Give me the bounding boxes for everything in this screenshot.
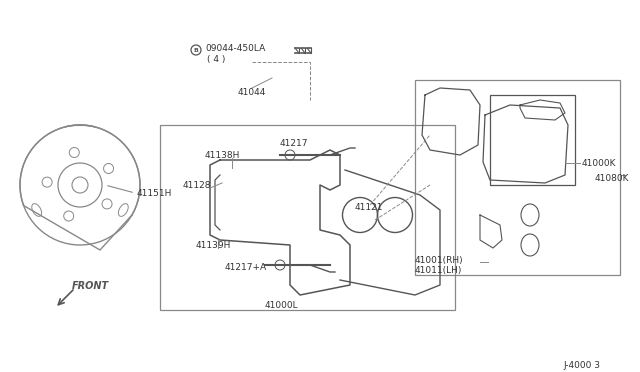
- Text: 41139H: 41139H: [196, 241, 232, 250]
- Bar: [490, 95, 575, 185]
- Text: B: B: [193, 48, 198, 52]
- Text: 41044: 41044: [238, 87, 266, 96]
- Text: 41121: 41121: [355, 202, 383, 212]
- Text: 41217: 41217: [280, 138, 308, 148]
- Text: 41000L: 41000L: [265, 301, 299, 310]
- Text: 41151H: 41151H: [137, 189, 172, 198]
- Text: 09044-450LA: 09044-450LA: [205, 44, 265, 52]
- Text: 41001(RH): 41001(RH): [415, 256, 463, 264]
- Text: 41080K: 41080K: [595, 173, 630, 183]
- Text: 41011(LH): 41011(LH): [415, 266, 462, 275]
- Text: 41000K: 41000K: [582, 158, 616, 167]
- Text: 41217+A: 41217+A: [225, 263, 267, 273]
- Bar: [415, 80, 620, 275]
- Text: 41128: 41128: [183, 180, 211, 189]
- Text: FRONT: FRONT: [72, 281, 109, 291]
- Text: J-4000 3: J-4000 3: [563, 360, 600, 369]
- Bar: [160, 125, 455, 310]
- Text: ( 4 ): ( 4 ): [207, 55, 225, 64]
- Text: 41138H: 41138H: [205, 151, 241, 160]
